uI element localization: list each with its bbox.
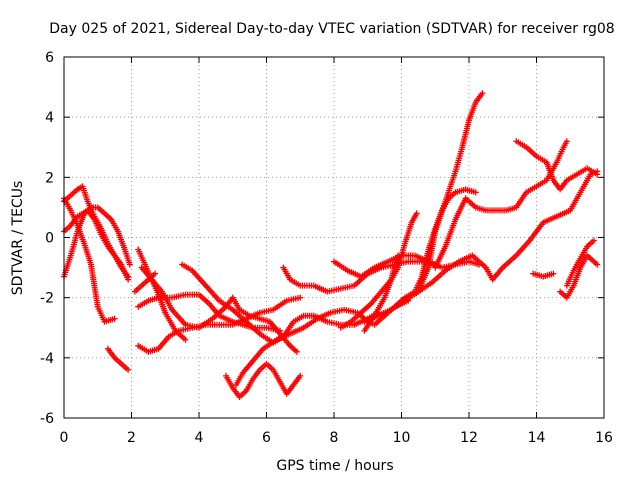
series-s22 bbox=[513, 138, 601, 193]
series-s25 bbox=[563, 237, 597, 289]
x-tick-label: 12 bbox=[460, 430, 478, 446]
series-s7 bbox=[138, 264, 300, 355]
series-s24 bbox=[557, 252, 601, 301]
axis-ticks: 0 2 4 6 8 10 12 14 16 -6 -4 -2 0 2 4 6 bbox=[40, 50, 613, 446]
data-point-marker bbox=[126, 261, 133, 268]
data-point-marker bbox=[125, 366, 132, 373]
data-point-marker bbox=[395, 252, 402, 259]
y-tick-label: -6 bbox=[40, 411, 54, 427]
x-tick-label: 0 bbox=[60, 430, 69, 446]
y-tick-label: 6 bbox=[45, 50, 54, 66]
x-axis-label: GPS time / hours bbox=[276, 458, 393, 474]
series-s15 bbox=[331, 252, 483, 280]
series-s21 bbox=[432, 138, 570, 271]
y-tick-label: -2 bbox=[40, 291, 54, 307]
x-tick-label: 2 bbox=[127, 430, 136, 446]
series-s4 bbox=[61, 204, 133, 280]
y-tick-label: 2 bbox=[45, 170, 54, 186]
data-point-marker bbox=[594, 261, 601, 268]
series-s20 bbox=[415, 90, 486, 295]
series-s10 bbox=[131, 270, 159, 295]
data-point-marker bbox=[111, 315, 118, 322]
series-s23 bbox=[530, 270, 557, 280]
x-tick-label: 8 bbox=[330, 430, 339, 446]
data-point-marker bbox=[590, 237, 597, 244]
y-axis-label: SDTVAR / TECUs bbox=[10, 181, 26, 296]
data-point-marker bbox=[125, 273, 132, 280]
data-point-marker bbox=[413, 210, 420, 217]
series-s12 bbox=[223, 360, 304, 400]
y-tick-label: 0 bbox=[45, 231, 54, 247]
x-tick-label: 16 bbox=[595, 430, 613, 446]
data-point-marker bbox=[594, 171, 601, 178]
y-tick-label: -4 bbox=[40, 351, 54, 367]
data-point-marker bbox=[277, 327, 283, 334]
y-tick-label: 4 bbox=[45, 110, 54, 126]
chart-title: Day 025 of 2021, Sidereal Day-to-day VTE… bbox=[49, 21, 614, 37]
data-point-marker bbox=[152, 270, 159, 277]
x-tick-label: 10 bbox=[393, 430, 411, 446]
data-point-marker bbox=[297, 294, 304, 301]
series-s2 bbox=[61, 183, 132, 280]
x-tick-label: 14 bbox=[528, 430, 546, 446]
series-s5 bbox=[104, 345, 132, 373]
data-point-marker bbox=[479, 90, 486, 97]
data-point-marker bbox=[182, 336, 189, 343]
grid-lines bbox=[64, 57, 604, 418]
data-point-marker bbox=[563, 138, 570, 145]
series-s8 bbox=[135, 246, 189, 343]
x-tick-label: 6 bbox=[262, 430, 271, 446]
data-point-marker bbox=[550, 270, 557, 277]
data-point-marker bbox=[293, 348, 300, 355]
x-tick-label: 4 bbox=[195, 430, 204, 446]
data-point-marker bbox=[297, 372, 304, 379]
data-series bbox=[61, 90, 601, 400]
data-point-marker bbox=[472, 189, 479, 196]
